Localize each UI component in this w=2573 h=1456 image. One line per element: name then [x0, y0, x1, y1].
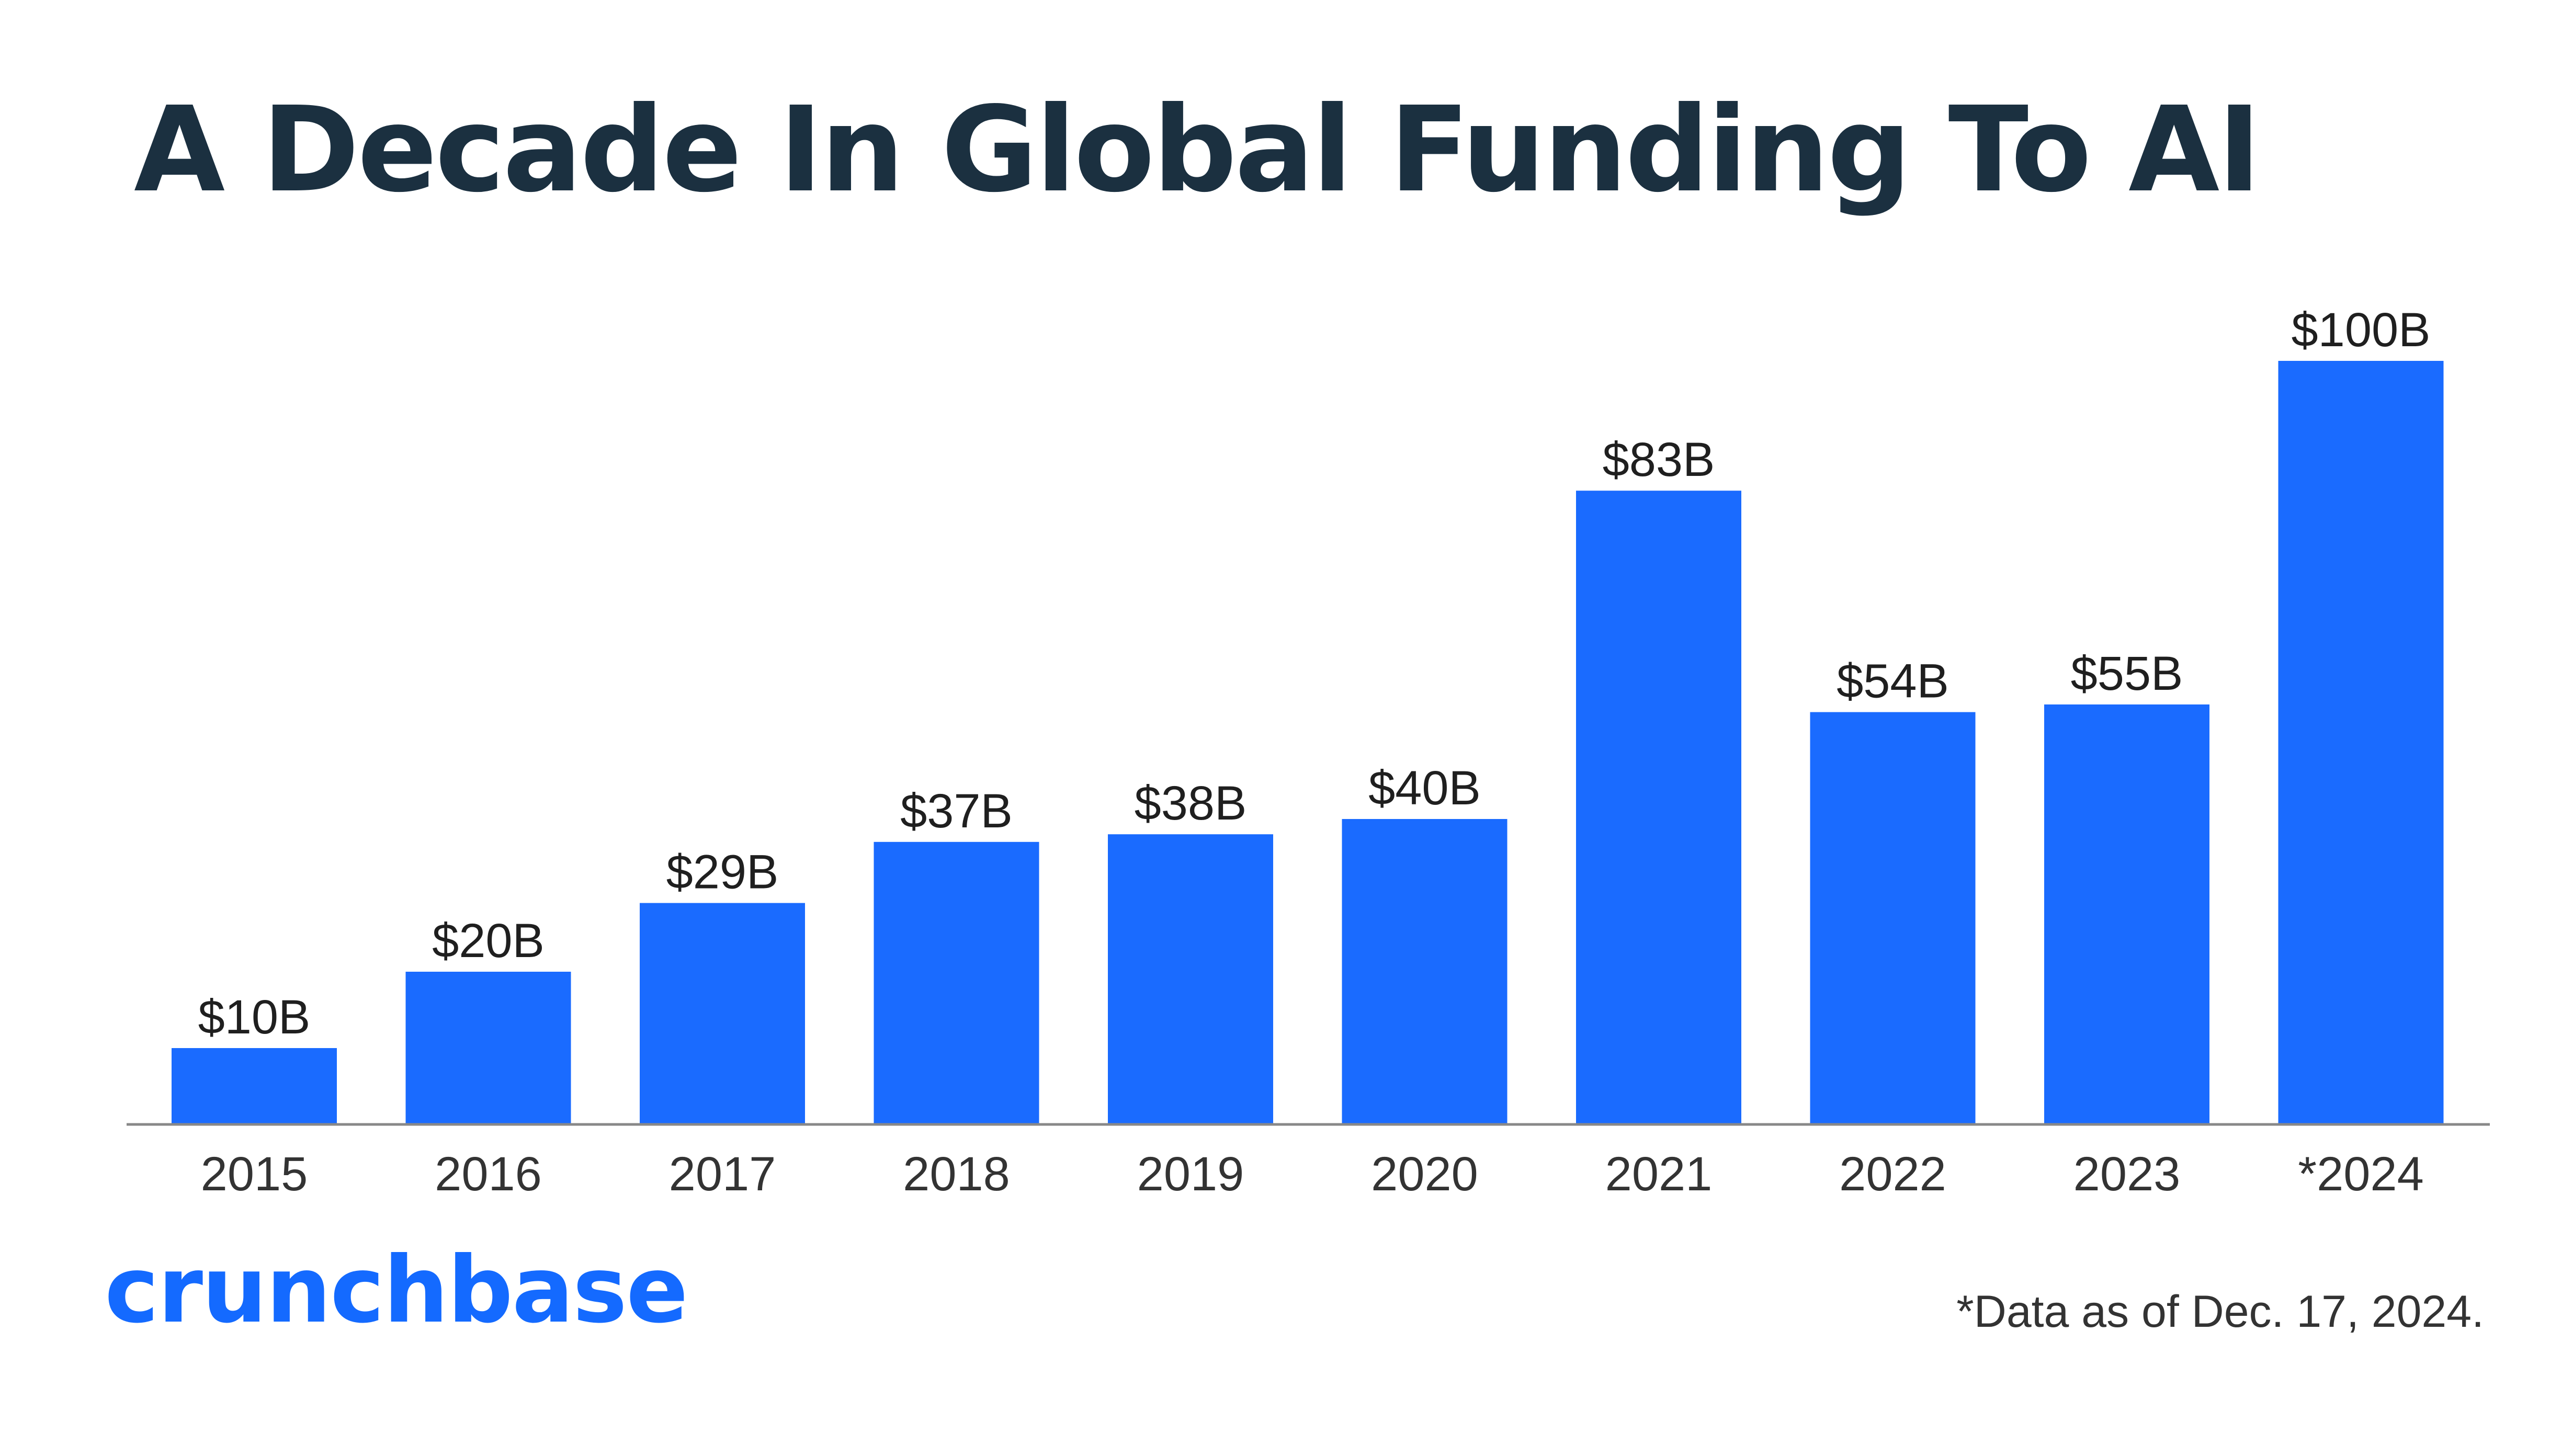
- bar-2017: [640, 903, 805, 1124]
- x-tick-label-2016: 2016: [435, 1147, 542, 1201]
- x-tick-label-2017: 2017: [669, 1147, 776, 1201]
- x-tick-label-2022: 2022: [1839, 1147, 1946, 1201]
- x-tick-label-2023: 2023: [2073, 1147, 2181, 1201]
- bar-2024: [2278, 361, 2444, 1124]
- value-label-2020: $40B: [1368, 761, 1481, 815]
- crunchbase-logo: crunchbase: [105, 1237, 688, 1344]
- x-tick-label-2021: 2021: [1605, 1147, 1713, 1201]
- value-label-2019: $38B: [1135, 777, 1247, 830]
- x-tick-labels: 2015 2016 2017 2018 2019 2020 2021 2022 2023 *202…: [201, 1147, 2424, 1201]
- bar-2016: [405, 972, 571, 1124]
- value-label-2018: $37B: [900, 784, 1013, 838]
- value-labels-group: $10B $20B $29B $37B $38B $40B $83B $54B $55B $100…: [198, 303, 2431, 1044]
- chart-title: A Decade In Global Funding To AI: [134, 82, 2261, 219]
- x-tick-label-2018: 2018: [903, 1147, 1010, 1201]
- x-tick-label-2020: 2020: [1371, 1147, 1478, 1201]
- bar-2022: [1810, 712, 1976, 1124]
- value-label-2022: $54B: [1837, 655, 1949, 708]
- bar-2023: [2044, 704, 2209, 1124]
- value-label-2016: $20B: [432, 914, 545, 968]
- value-label-2015: $10B: [198, 991, 311, 1044]
- value-label-2021: $83B: [1603, 433, 1715, 486]
- bar-2020: [1342, 819, 1507, 1124]
- value-label-2023: $55B: [2071, 647, 2183, 700]
- bar-2019: [1108, 834, 1273, 1124]
- x-tick-label-2024: *2024: [2298, 1147, 2423, 1201]
- bar-2018: [874, 841, 1039, 1124]
- footnote: *Data as of Dec. 17, 2024.: [1956, 1287, 2484, 1337]
- bars-group: [172, 361, 2444, 1125]
- value-label-2024: $100B: [2291, 303, 2430, 357]
- x-tick-label-2019: 2019: [1137, 1147, 1244, 1201]
- bar-2021: [1576, 491, 1741, 1125]
- bar-2015: [172, 1048, 337, 1124]
- x-tick-label-2015: 2015: [201, 1147, 308, 1201]
- value-label-2017: $29B: [666, 846, 779, 899]
